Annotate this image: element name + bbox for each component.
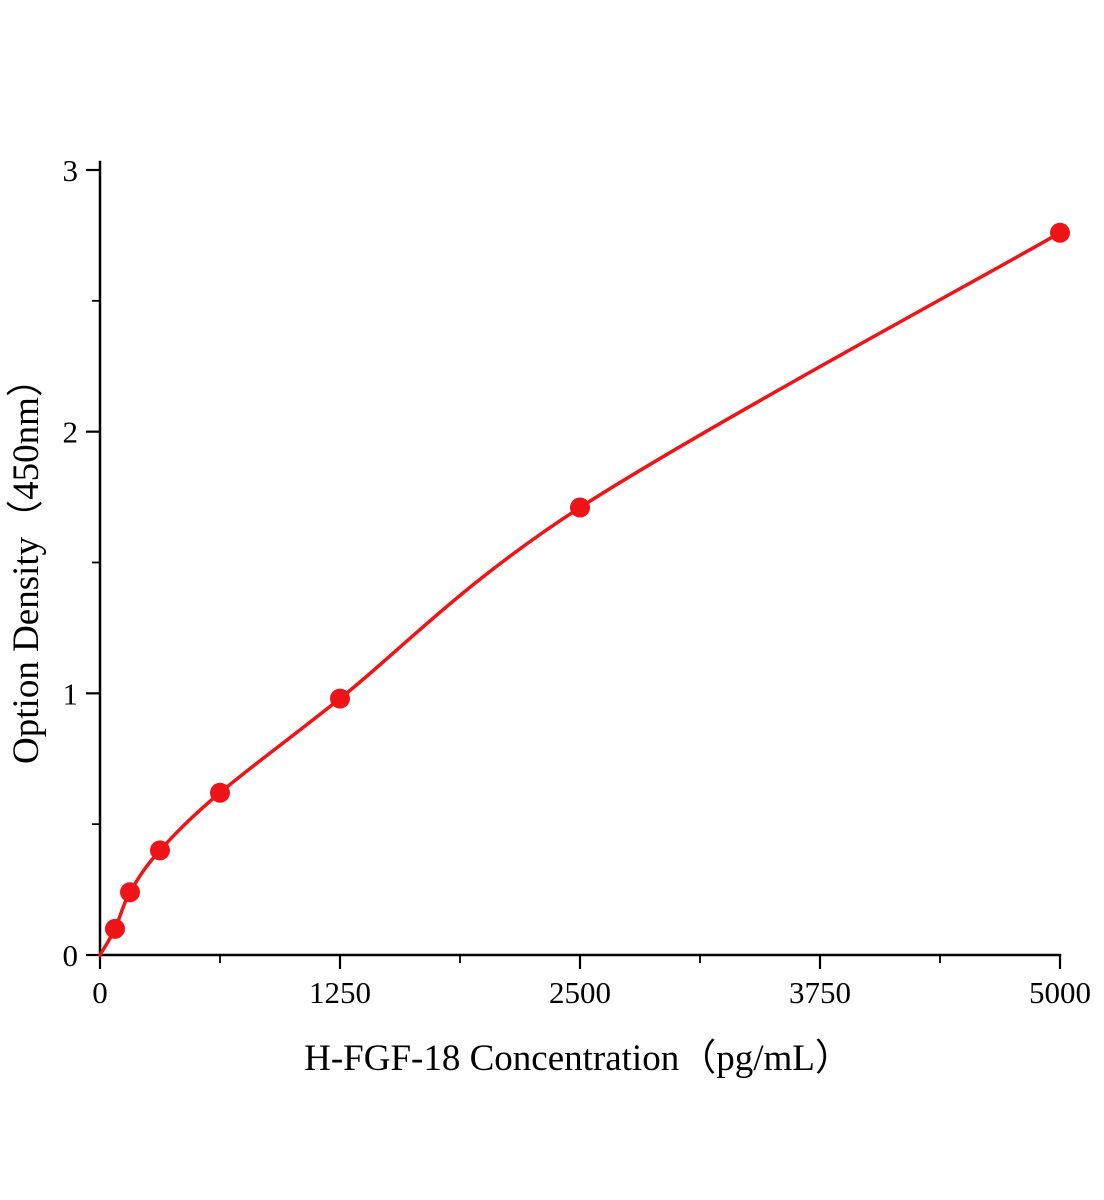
data-point bbox=[570, 497, 590, 518]
x-tick-label: 1250 bbox=[309, 975, 371, 1010]
x-axis-title: H-FGF-18 Concentration（pg/mL） bbox=[304, 1038, 852, 1079]
x-tick-label: 3750 bbox=[789, 975, 851, 1010]
x-tick-label: 2500 bbox=[549, 975, 611, 1010]
data-point bbox=[1050, 222, 1070, 243]
y-axis-title: Option Density（450nm） bbox=[6, 360, 47, 764]
y-tick-label: 0 bbox=[63, 938, 79, 973]
data-point bbox=[104, 918, 125, 939]
y-tick-label: 2 bbox=[63, 415, 79, 450]
fitted-curve bbox=[98, 231, 1062, 957]
x-tick-label: 5000 bbox=[1029, 975, 1091, 1010]
data-point bbox=[120, 882, 141, 903]
data-point bbox=[210, 782, 230, 803]
data-point bbox=[150, 840, 170, 861]
y-tick-label: 3 bbox=[63, 153, 79, 188]
plot-area: 0 1250 2500 3750 5000 0 1 2 3 bbox=[63, 153, 1092, 1010]
y-tick-label: 1 bbox=[63, 676, 79, 711]
data-point bbox=[330, 688, 350, 709]
x-tick-label: 0 bbox=[92, 975, 108, 1010]
